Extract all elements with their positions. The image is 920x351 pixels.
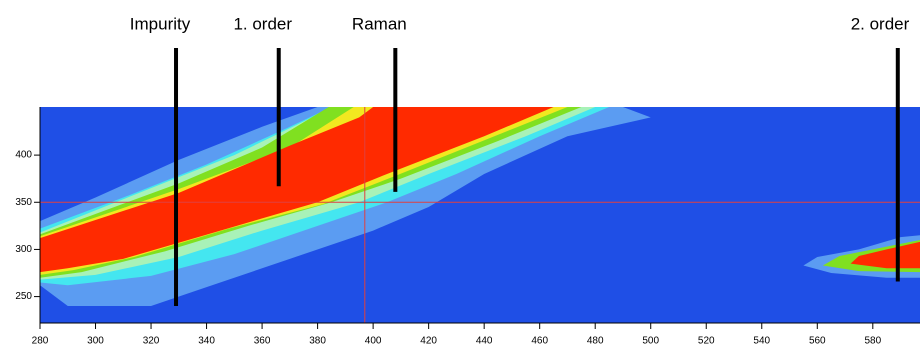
x-tick-label: 340 (198, 336, 215, 347)
x-tick-label: 500 (642, 336, 659, 347)
annotation-label: Impurity (130, 14, 191, 33)
contour-band (40, 107, 554, 273)
annotation-label: Raman (352, 14, 407, 33)
x-tick-label: 460 (531, 336, 548, 347)
x-tick-label: 380 (309, 336, 326, 347)
x-tick-label: 480 (587, 336, 604, 347)
x-tick-label: 420 (420, 336, 437, 347)
contour-band (850, 241, 920, 269)
x-tick-label: 400 (365, 336, 382, 347)
x-tick-label: 520 (698, 336, 715, 347)
y-tick-label: 250 (15, 291, 32, 302)
x-tick-label: 320 (143, 336, 160, 347)
annotation-label: 1. order (233, 14, 292, 33)
x-tick-label: 300 (87, 336, 104, 347)
annotation-label: 2. order (851, 14, 910, 33)
x-tick-label: 560 (809, 336, 826, 347)
x-tick-label: 540 (753, 336, 770, 347)
x-tick-label: 280 (32, 336, 49, 347)
y-tick-label: 400 (15, 150, 32, 161)
y-tick-label: 350 (15, 197, 32, 208)
x-tick-label: 440 (476, 336, 493, 347)
x-tick-label: 360 (254, 336, 271, 347)
y-tick-label: 300 (15, 244, 32, 255)
x-tick-label: 580 (864, 336, 881, 347)
